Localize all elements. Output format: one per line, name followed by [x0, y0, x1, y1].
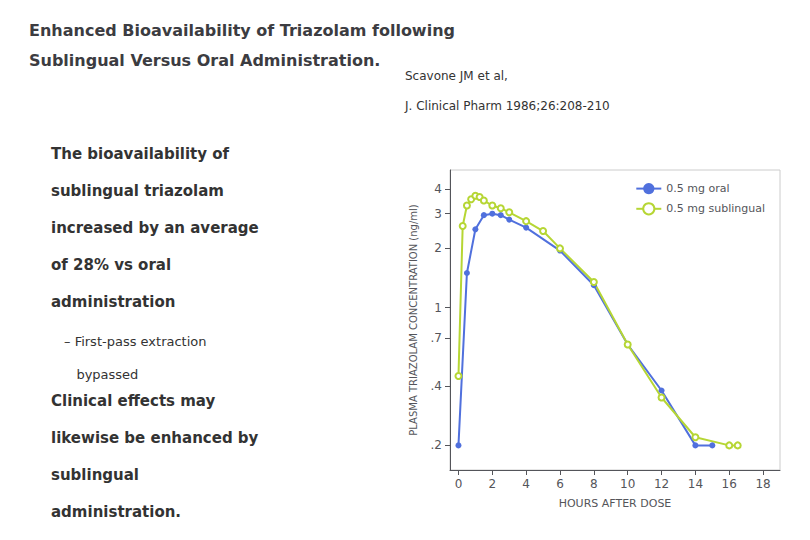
svg-text:2: 2	[434, 241, 442, 255]
svg-text:Scavone JM et al,: Scavone JM et al,	[405, 69, 508, 83]
svg-text:The bioavailability of: The bioavailability of	[51, 145, 230, 163]
svg-text:administration: administration	[51, 293, 175, 311]
svg-text:J. Clinical Pharm 1986;26:208-: J. Clinical Pharm 1986;26:208-210	[404, 99, 610, 113]
svg-text:Enhanced Bioavailability of Tr: Enhanced Bioavailability of Triazolam fo…	[29, 21, 455, 40]
svg-text:2: 2	[488, 477, 496, 491]
svg-text:likewise be enhanced by: likewise be enhanced by	[51, 429, 259, 447]
svg-text:3: 3	[434, 207, 442, 221]
svg-text:0: 0	[455, 477, 463, 491]
svg-text:sublingual triazolam: sublingual triazolam	[51, 182, 224, 200]
svg-text:Sublingual Versus Oral Adminis: Sublingual Versus Oral Administration.	[29, 51, 380, 70]
svg-text:PLASMA TRIAZOLAM CONCENTRATION: PLASMA TRIAZOLAM CONCENTRATION (ng/ml)	[408, 204, 419, 436]
svg-text:4: 4	[434, 182, 442, 196]
svg-text:18: 18	[755, 477, 770, 491]
svg-text:.4: .4	[431, 379, 442, 393]
svg-text:bypassed: bypassed	[64, 367, 138, 382]
svg-text:12: 12	[654, 477, 669, 491]
svg-text:4: 4	[522, 477, 530, 491]
svg-text:.2: .2	[431, 438, 442, 452]
svg-text:0.5 mg sublingual: 0.5 mg sublingual	[666, 202, 765, 215]
svg-text:administration.: administration.	[51, 503, 181, 521]
svg-text:HOURS AFTER DOSE: HOURS AFTER DOSE	[559, 497, 672, 510]
svg-text:0.5 mg oral: 0.5 mg oral	[666, 182, 729, 195]
svg-text:increased by an average: increased by an average	[51, 219, 259, 237]
svg-text:Clinical effects may: Clinical effects may	[51, 392, 215, 410]
svg-text:– First-pass extraction: – First-pass extraction	[64, 334, 207, 349]
svg-text:1: 1	[434, 301, 442, 315]
svg-text:16: 16	[722, 477, 737, 491]
svg-text:14: 14	[688, 477, 703, 491]
svg-text:6: 6	[556, 477, 564, 491]
svg-text:of 28% vs oral: of 28% vs oral	[51, 256, 171, 274]
svg-text:8: 8	[590, 477, 598, 491]
svg-text:.7: .7	[431, 331, 442, 345]
svg-text:10: 10	[620, 477, 635, 491]
svg-text:sublingual: sublingual	[51, 466, 139, 484]
